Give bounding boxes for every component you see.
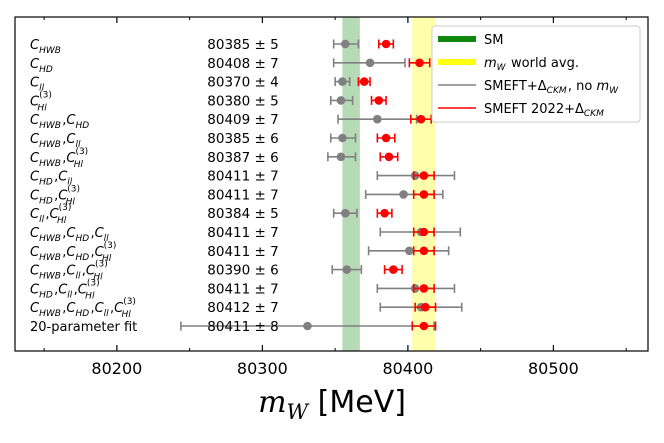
red-point	[419, 190, 429, 199]
value-labels: 80385 ± 5 80408 ± 7 80370 ± 4 80380 ± 5 8040…	[207, 37, 278, 335]
data-layer	[180, 39, 463, 331]
row-label: CHWB ,Cll	[30, 132, 82, 150]
red-point	[419, 284, 429, 293]
red-point	[419, 321, 429, 331]
row-label: C(3) Hl	[30, 90, 52, 113]
row-7-marks	[376, 171, 456, 181]
legend-label-wavg: mW world avg.	[484, 56, 579, 73]
row-value: 80384 ± 5	[207, 206, 278, 222]
row-label: CHD	[30, 57, 54, 75]
row-value: 80411 ± 7	[207, 281, 278, 297]
grey-point	[338, 133, 347, 143]
row-label: CHWB ,CHD ,Cll	[30, 226, 110, 244]
row-3-marks	[329, 95, 387, 105]
legend-label-sm: SM	[484, 33, 503, 48]
row-value: 80408 ± 7	[207, 56, 278, 72]
grey-point	[336, 152, 346, 162]
red-point	[421, 302, 430, 312]
red-point	[389, 265, 398, 274]
row-value: 80380 ± 5	[207, 93, 278, 109]
row-13-marks	[376, 283, 456, 293]
row-label: CHD ,Cll	[30, 170, 74, 188]
x-axis-label: mW [MeV]	[258, 385, 406, 424]
row-label: CHWB ,CHD ,C(3) Hl	[30, 241, 116, 264]
row-5-marks	[329, 133, 396, 143]
red-point	[381, 39, 391, 49]
row-value: 80385 ± 5	[207, 37, 278, 53]
row-12-marks	[331, 265, 403, 275]
row-value: 80411 ± 7	[207, 244, 278, 260]
red-point	[384, 152, 394, 162]
grey-point	[365, 58, 375, 68]
row-label: Cll ,C(3) Hl	[30, 203, 71, 226]
row-label: CHD ,C(3) Hl	[30, 184, 80, 207]
row-9-marks	[332, 208, 393, 218]
row-value: 80411 ± 7	[207, 225, 278, 241]
row-value: 80411 ± 7	[207, 169, 278, 185]
row-value: 80411 ± 8	[207, 319, 278, 335]
row-11-marks	[367, 246, 450, 256]
row-label: CHWB ,CHD ,Cll ,C(3) Hl	[30, 297, 136, 320]
x-axis: 80200 80300 80400 80500	[43, 17, 627, 378]
row-labels: CHWB CHD Cll C(3) Hl CHWB ,CHD CHWB ,Cll …	[30, 38, 137, 335]
legend: SM mW world avg. SMEFT+ΔCKM , no mW SMEFT …	[431, 25, 641, 123]
row-6-marks	[327, 152, 399, 162]
plot-frame	[14, 16, 649, 352]
x-tick-label: 80300	[237, 359, 288, 378]
row-2-marks	[334, 77, 371, 87]
grey-point	[342, 265, 352, 274]
red-point	[381, 133, 391, 143]
red-point	[419, 171, 429, 180]
grey-point	[405, 246, 414, 256]
grey-point	[303, 321, 312, 331]
bands-layer	[342, 17, 436, 351]
grey-point	[341, 39, 350, 49]
row-value: 80390 ± 6	[207, 263, 278, 279]
red-point	[419, 246, 429, 256]
row-label: 20-parameter fit	[30, 320, 137, 335]
row-value: 80387 ± 6	[207, 150, 278, 166]
red-point	[416, 114, 426, 124]
grey-point	[341, 208, 350, 218]
red-point	[415, 58, 424, 68]
band-world-avg	[412, 17, 436, 351]
grey-point	[373, 114, 382, 124]
x-tick-label: 80400	[382, 359, 433, 378]
grey-point	[399, 190, 408, 199]
row-value: 80370 ± 4	[207, 75, 278, 91]
row-8-marks	[364, 189, 444, 199]
row-label: CHWB ,CHD	[30, 113, 90, 131]
row-4-marks	[337, 114, 432, 124]
row-1-marks	[332, 58, 431, 68]
red-point	[380, 208, 389, 218]
row-label: CHWB	[30, 38, 62, 56]
band-sm	[342, 17, 360, 351]
red-point	[374, 96, 384, 105]
row-label: CHD ,Cll ,C(3) Hl	[30, 278, 100, 301]
row-10-marks	[379, 227, 462, 237]
x-tick-label: 80500	[528, 359, 579, 378]
row-label: CHWB ,Cll ,C(3) Hl	[30, 260, 108, 283]
row-label: Cll	[30, 76, 45, 94]
red-point	[419, 227, 429, 237]
x-tick-label: 80200	[91, 359, 142, 378]
row-0-marks	[332, 39, 395, 49]
legend-label-grey: SMEFT+ΔCKM , no mW	[484, 79, 619, 96]
row-15-marks	[180, 321, 437, 331]
red-point	[359, 77, 369, 86]
grey-point	[336, 96, 346, 105]
row-value: 80409 ± 7	[207, 112, 278, 128]
row-label: CHWB ,C(3) Hl	[30, 147, 88, 170]
row-value: 80412 ± 7	[207, 300, 278, 316]
row-value: 80385 ± 6	[207, 131, 278, 147]
legend-box	[431, 25, 641, 123]
row-14-marks	[379, 302, 463, 312]
grey-point	[338, 77, 347, 86]
row-value: 80411 ± 7	[207, 187, 278, 203]
legend-label-red: SMEFT 2022+ΔCKM	[484, 102, 605, 119]
